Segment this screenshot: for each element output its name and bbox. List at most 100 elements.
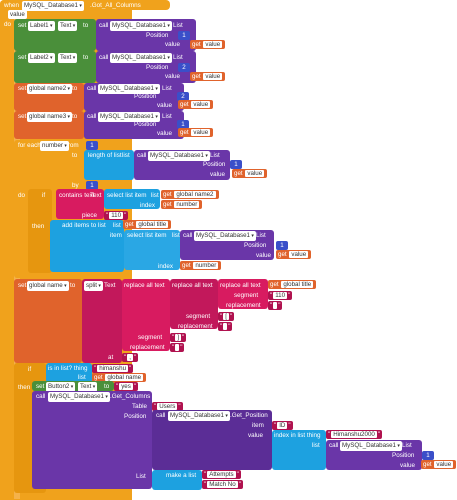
get-value-1[interactable]: get value	[190, 40, 226, 49]
num-1[interactable]: 1	[178, 31, 190, 40]
then-label: then	[18, 384, 31, 391]
global-name-var[interactable]: global name	[27, 281, 69, 291]
num-1e[interactable]: 1	[276, 241, 288, 250]
num-2[interactable]: 2	[178, 63, 190, 72]
by-num[interactable]: 1	[86, 181, 98, 190]
db-component-9[interactable]: MySQL_Database1	[340, 441, 402, 451]
value-label-4: value	[157, 130, 173, 137]
call-label: call	[99, 22, 109, 29]
rep-empty-2[interactable]: " "	[218, 322, 233, 331]
list-label: list	[78, 374, 86, 381]
split-dropdown[interactable]: split	[84, 281, 103, 291]
get-value-4[interactable]: get value	[178, 128, 214, 137]
position-label-8: Position	[392, 452, 415, 459]
button2-component[interactable]: Button2	[46, 382, 76, 392]
event-component[interactable]: MySQL_Database1	[22, 1, 84, 11]
add-items-label: add items to list	[62, 222, 106, 229]
segment-label-1: segment	[234, 292, 259, 299]
if-block-1[interactable]	[28, 189, 52, 273]
length-of-list[interactable]	[84, 150, 134, 180]
make-list-block[interactable]	[152, 470, 202, 490]
str-users[interactable]: " Users "	[152, 402, 183, 411]
add-items-block[interactable]	[50, 220, 124, 272]
list-label-6: List	[256, 232, 266, 239]
contains-text-block[interactable]	[56, 189, 104, 219]
button2-text-prop[interactable]: Text	[78, 382, 98, 392]
list-label: list	[113, 222, 121, 229]
str-id[interactable]: " ID "	[272, 421, 293, 430]
db-component-1[interactable]: MySQL_Database1	[110, 21, 172, 31]
set-label: set	[18, 22, 27, 29]
is-in-list-block[interactable]	[46, 363, 92, 383]
set-global-name[interactable]	[14, 279, 82, 363]
db-component-5[interactable]: MySQL_Database1	[148, 151, 210, 161]
split-block[interactable]	[82, 279, 122, 363]
position-label-2: Position	[146, 64, 169, 71]
value-label-8: value	[400, 462, 416, 469]
str-yes[interactable]: " yes "	[114, 382, 139, 391]
str-match-no[interactable]: " Match No "	[202, 480, 243, 489]
global-name3-var[interactable]: global name3	[27, 112, 73, 122]
value-label-1: value	[165, 41, 181, 48]
str-110[interactable]: " 110 "	[104, 211, 129, 220]
num-1f[interactable]: 1	[422, 451, 434, 460]
db-component-7[interactable]: MySQL_Database1	[48, 392, 110, 402]
db-component-2[interactable]: MySQL_Database1	[110, 53, 172, 63]
event-header[interactable]	[0, 0, 170, 10]
list-label-1: List	[173, 22, 183, 29]
select-list-item-2[interactable]	[124, 230, 180, 270]
get-global-title-2[interactable]: get global title	[268, 280, 317, 289]
call-get-columns[interactable]	[32, 391, 152, 489]
seg-110[interactable]: " 110 "	[268, 291, 293, 300]
rep-empty-1[interactable]: " "	[268, 301, 283, 310]
str-himanshu[interactable]: " himanshu "	[92, 364, 134, 373]
select-list-item-1[interactable]	[104, 189, 160, 209]
replacement-label-1: replacement	[226, 302, 261, 309]
get-global-name[interactable]: get global name	[92, 373, 147, 382]
rep-empty-3[interactable]: " "	[170, 343, 185, 352]
num-2b[interactable]: 2	[177, 92, 189, 101]
index-in-list-block[interactable]	[272, 430, 326, 470]
num-1b[interactable]: 1	[177, 120, 189, 129]
str-attempts[interactable]: " Attempts "	[202, 470, 241, 479]
num-1d[interactable]: 1	[230, 160, 242, 169]
get-number-2[interactable]: get number	[180, 261, 222, 270]
get-global-title[interactable]: get global title	[123, 220, 172, 229]
db-component-3[interactable]: MySQL_Database1	[98, 84, 160, 94]
replace-all-3[interactable]	[218, 279, 268, 309]
replace-all-2[interactable]	[170, 279, 218, 329]
list-label-5: List	[210, 152, 220, 159]
get-value-6[interactable]: get value	[276, 250, 312, 259]
text-label: Text	[90, 192, 102, 199]
global-name2-var[interactable]: global name2	[27, 84, 73, 94]
seg-open-bracket[interactable]: "["	[218, 312, 235, 321]
get-global-name2[interactable]: get global name2	[161, 190, 219, 199]
db-component-8[interactable]: MySQL_Database1	[168, 411, 230, 421]
get-number[interactable]: get number	[161, 200, 203, 209]
get-value-2[interactable]: get value	[190, 72, 226, 81]
replace-all-1[interactable]	[122, 279, 170, 351]
label2-text-prop[interactable]: Text	[58, 53, 78, 63]
then-label: then	[32, 223, 45, 230]
get-value-7[interactable]: get value	[421, 460, 457, 469]
seg-close-bracket[interactable]: "] "	[170, 333, 187, 342]
call-label: call	[137, 152, 147, 159]
segment-label-2: segment	[186, 313, 211, 320]
label1-component[interactable]: Label1	[28, 21, 55, 31]
event-param-value[interactable]: value	[8, 10, 27, 19]
get-value-5[interactable]: get value	[232, 169, 268, 178]
num-1c[interactable]: 1	[86, 141, 98, 150]
at-comma[interactable]: ", "	[122, 353, 139, 362]
get-value-3[interactable]: get value	[178, 100, 214, 109]
db-component-6[interactable]: MySQL_Database1	[194, 231, 256, 241]
list-label: list	[312, 442, 320, 449]
list-label-2: List	[173, 54, 183, 61]
db-component-4[interactable]: MySQL_Database1	[98, 112, 160, 122]
label1-text-prop[interactable]: Text	[58, 21, 78, 31]
is-in-list-label: is in list? thing	[48, 365, 88, 372]
number-var[interactable]: number	[40, 141, 69, 151]
call-label: call	[329, 442, 339, 449]
label2-component[interactable]: Label2	[28, 53, 55, 63]
str-himanshu2000[interactable]: " Himanshu2000 "	[326, 430, 383, 439]
set-label: set	[18, 54, 27, 61]
